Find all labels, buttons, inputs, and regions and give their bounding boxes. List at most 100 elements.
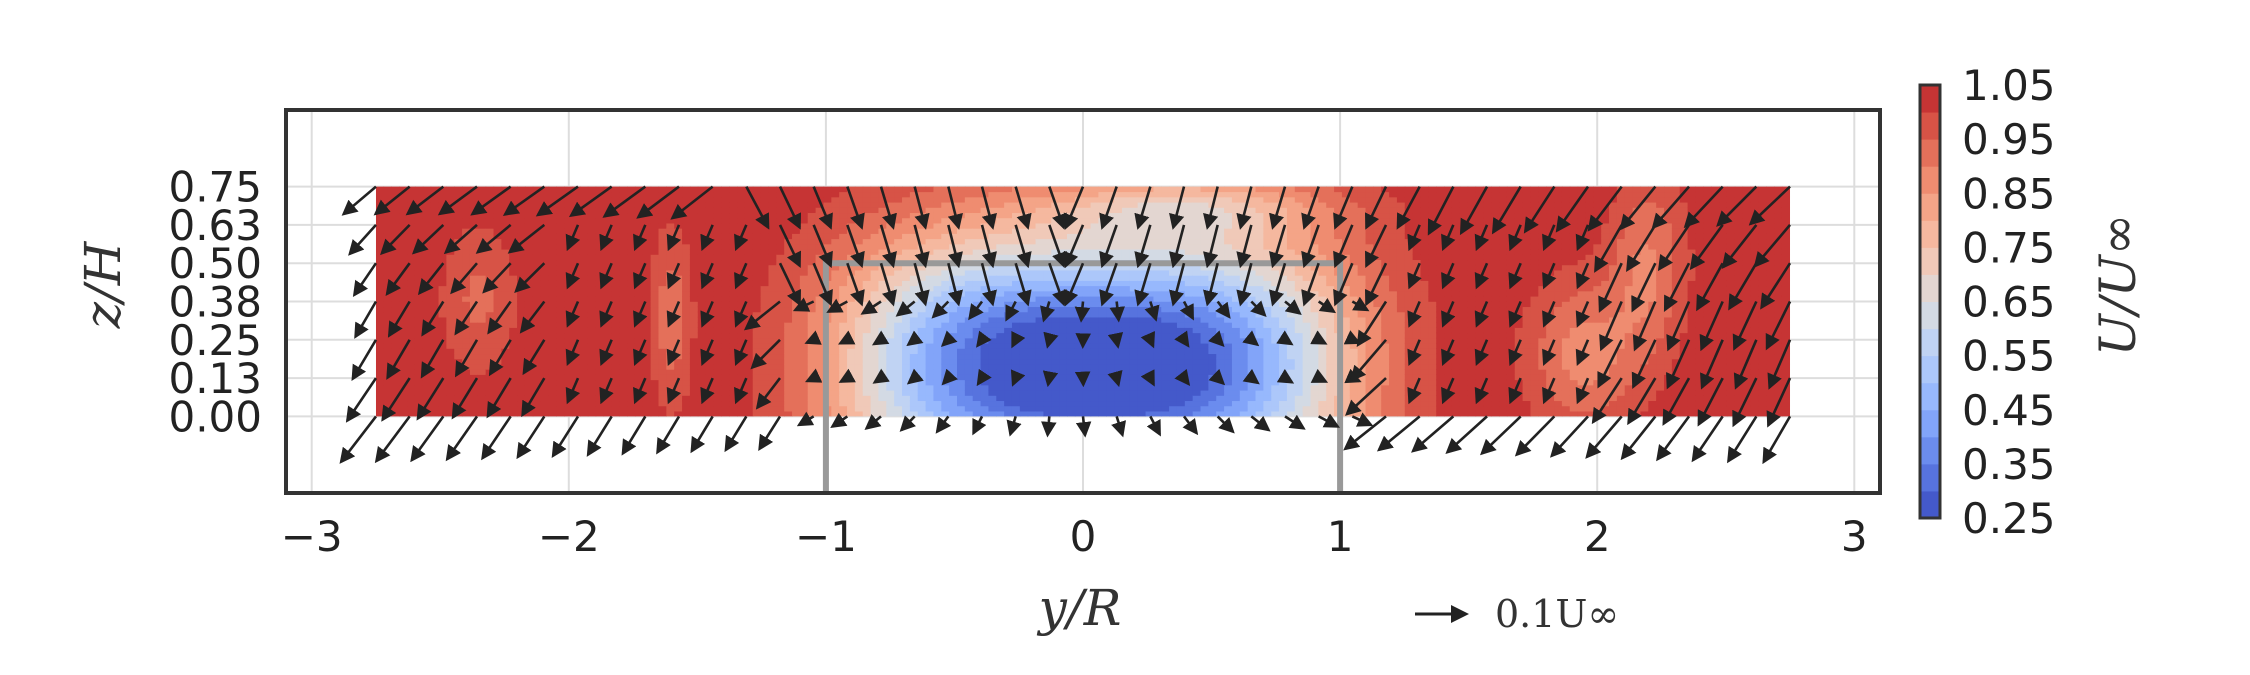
contour-cell	[713, 186, 722, 193]
contour-cell	[540, 369, 550, 375]
contour-cell	[1192, 395, 1202, 402]
contour-cell	[886, 233, 895, 240]
contour-cell	[784, 342, 793, 349]
contour-cell	[792, 405, 801, 412]
contour-cell	[1255, 337, 1264, 344]
contour-cell	[957, 311, 966, 318]
contour-cell	[493, 212, 502, 219]
contour-cell	[799, 363, 809, 370]
contour-cell	[713, 269, 722, 276]
contour-cell	[493, 353, 502, 360]
contour-cell	[1192, 322, 1202, 328]
contour-cell	[854, 311, 864, 318]
contour-cell	[799, 374, 809, 381]
contour-cell	[634, 259, 644, 266]
contour-cell	[1027, 384, 1037, 391]
contour-cell	[1255, 369, 1264, 375]
contour-cell	[1004, 248, 1013, 255]
contour-cell	[556, 311, 565, 318]
contour-cell	[1161, 337, 1170, 344]
contour-cell	[1066, 353, 1076, 360]
contour-cell	[909, 405, 919, 412]
contour-cell	[933, 217, 942, 224]
contour-cell	[729, 280, 738, 287]
contour-cell	[847, 384, 856, 391]
contour-cell	[689, 374, 699, 381]
contour-cell	[595, 233, 605, 240]
contour-cell	[768, 332, 777, 339]
contour-cell	[446, 332, 455, 339]
contour-cell	[1004, 290, 1013, 297]
contour-cell	[493, 248, 502, 255]
contour-cell	[799, 322, 809, 328]
contour-cell	[689, 290, 699, 297]
contour-cell	[556, 353, 565, 360]
contour-cell	[1184, 290, 1194, 297]
contour-cell	[689, 369, 699, 375]
contour-cell	[619, 405, 628, 412]
contour-cell	[1145, 269, 1155, 276]
contour-cell	[1051, 358, 1060, 365]
contour-cell	[1043, 410, 1052, 417]
contour-cell	[627, 290, 636, 297]
contour-cell	[414, 384, 424, 391]
contour-cell	[579, 384, 589, 391]
contour-cell	[587, 212, 597, 219]
contour-cell	[784, 358, 793, 365]
contour-cell	[1153, 228, 1162, 234]
contour-cell	[1043, 389, 1052, 396]
contour-cell	[854, 269, 864, 276]
contour-cell	[414, 212, 424, 219]
contour-cell	[862, 243, 872, 250]
contour-cell	[744, 275, 754, 281]
contour-cell	[933, 295, 942, 302]
contour-cell	[776, 290, 785, 297]
contour-cell	[776, 395, 785, 402]
contour-cell	[1011, 384, 1021, 391]
contour-cell	[870, 327, 880, 334]
contour-cell	[572, 248, 581, 255]
contour-cell	[870, 316, 880, 323]
contour-cell	[721, 212, 730, 219]
contour-cell	[1192, 389, 1202, 396]
contour-cell	[682, 222, 691, 229]
contour-cell	[1255, 212, 1264, 219]
contour-cell	[642, 389, 652, 396]
contour-cell	[611, 196, 620, 203]
contour-cell	[438, 196, 447, 203]
contour-cell	[1231, 389, 1241, 396]
contour-cell	[556, 201, 565, 208]
contour-cell	[729, 374, 738, 381]
contour-cell	[1224, 264, 1233, 271]
contour-cell	[902, 222, 911, 229]
contour-cell	[1153, 238, 1162, 245]
contour-cell	[964, 264, 974, 271]
contour-cell	[737, 228, 746, 234]
contour-cell	[964, 275, 974, 281]
contour-cell	[642, 196, 652, 203]
contour-cell	[870, 322, 880, 328]
contour-cell	[894, 186, 903, 193]
contour-cell	[485, 201, 495, 208]
contour-cell	[862, 275, 872, 281]
contour-cell	[1169, 358, 1178, 365]
contour-cell	[1169, 353, 1178, 360]
contour-cell	[446, 384, 455, 391]
contour-cell	[462, 290, 471, 297]
contour-cell	[399, 395, 408, 402]
contour-cell	[548, 374, 557, 381]
contour-cell	[933, 363, 942, 370]
contour-cell	[744, 264, 754, 271]
contour-cell	[729, 186, 738, 193]
contour-cell	[1129, 400, 1139, 407]
contour-cell	[627, 212, 636, 219]
contour-cell	[1074, 358, 1084, 365]
contour-cell	[1239, 316, 1249, 323]
contour-cell	[1176, 327, 1186, 334]
contour-cell	[1019, 353, 1029, 360]
contour-cell	[532, 410, 542, 417]
contour-cell	[760, 405, 770, 412]
contour-cell	[1004, 254, 1013, 261]
contour-cell	[1011, 280, 1021, 287]
contour-cell	[752, 301, 762, 308]
